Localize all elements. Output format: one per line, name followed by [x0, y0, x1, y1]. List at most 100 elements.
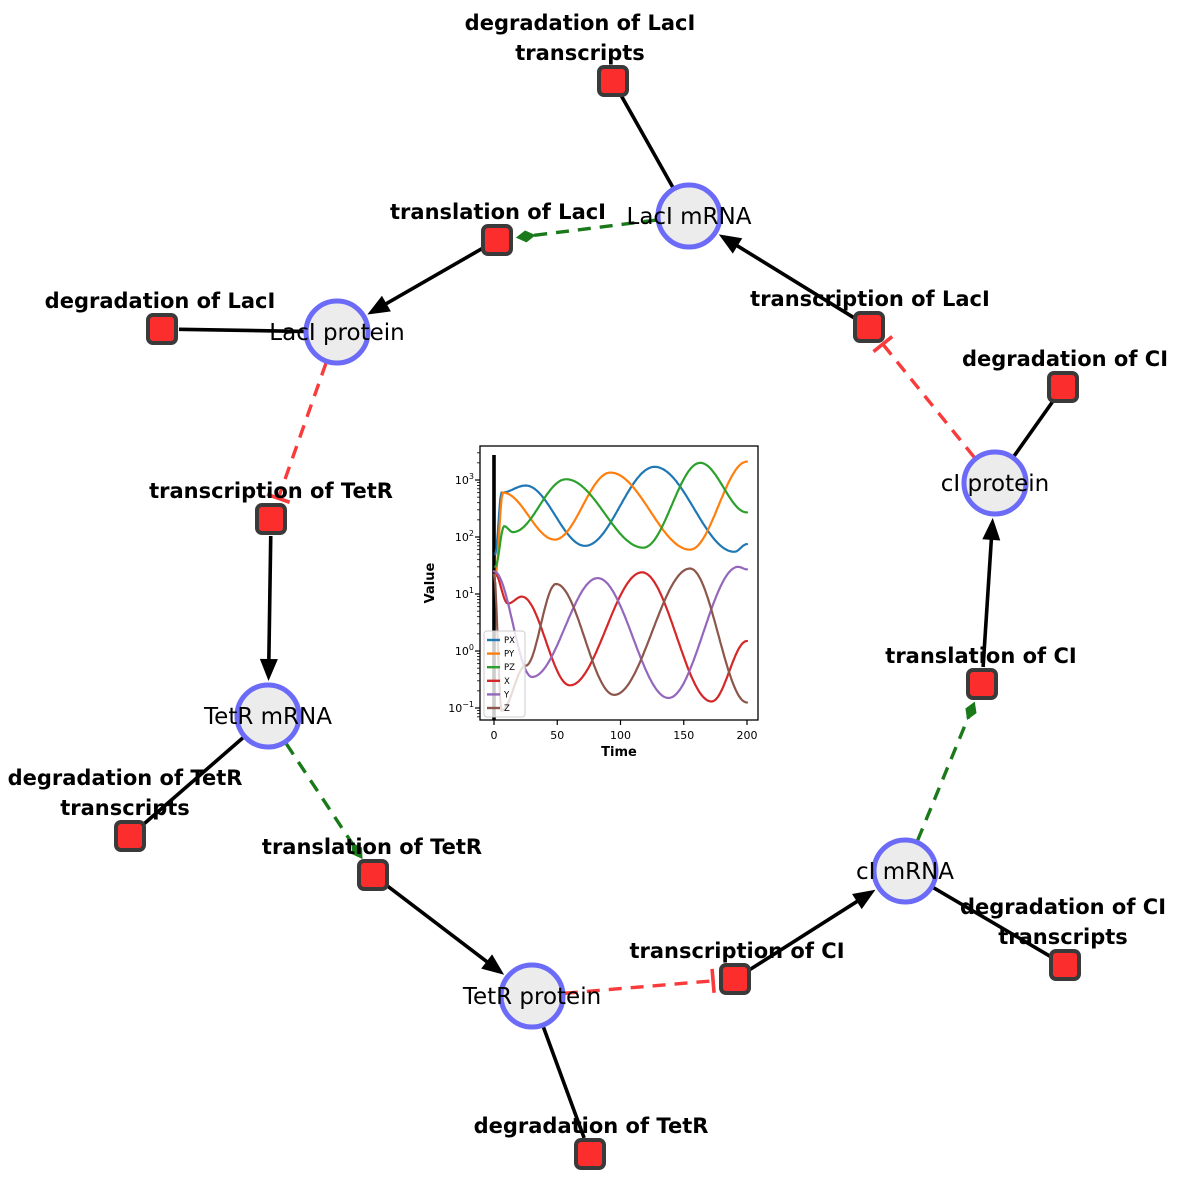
reaction-node-transl_laci[interactable]: [481, 224, 513, 256]
edge-transc_tetr-tetr_mrna: [266, 535, 273, 670]
reaction-node-transl_ci[interactable]: [966, 668, 998, 700]
edge-transl_laci-laci_protein: [376, 246, 484, 311]
y-axis-title: Value: [423, 562, 438, 603]
legend-label-PX: PX: [504, 636, 515, 646]
reaction-label-transl_laci-line0: translation of LacI: [390, 200, 606, 224]
edge-transc_laci-laci_mrna: [728, 239, 856, 320]
edge-laci_protein-deg_laci: [178, 327, 305, 334]
reaction-node-transc_laci[interactable]: [853, 311, 885, 343]
legend-label-X: X: [504, 677, 510, 687]
y-tick-label: 100: [455, 643, 474, 658]
edge-ci_mrna-deg_ci_tx: [932, 886, 1052, 958]
tbar-edge-laci_protein-transc_tetr: [266, 492, 291, 504]
legend-label-Z: Z: [504, 704, 510, 714]
edge-tetr_mrna-deg_tetr_tx: [141, 736, 245, 827]
tbar-edge-tetr_protein-transc_ci: [710, 968, 716, 993]
reaction-label-transl_tetr-line0: translation of TetR: [262, 835, 482, 859]
species-label-ci_mrna: cI mRNA: [856, 859, 954, 885]
x-axis-title: Time: [601, 745, 637, 760]
edge-ci_protein-transc_laci: [881, 343, 976, 459]
edge-transc_ci-ci_mrna: [748, 894, 867, 972]
reaction-label-deg_ci_tx-line0: degradation of CI: [960, 895, 1166, 919]
species-label-tetr_protein: TetR protein: [462, 984, 601, 1010]
edge-transl_ci-ci_protein: [981, 529, 994, 668]
y-tick-label: 102: [455, 529, 474, 544]
x-tick-label: 0: [491, 729, 498, 742]
reaction-label-transc_tetr-line0: transcription of TetR: [149, 479, 393, 503]
legend-label-PZ: PZ: [504, 663, 515, 673]
reaction-label-transl_ci-line0: translation of CI: [885, 644, 1076, 668]
labels-layer: degradation of LacI transcripts translatio…: [8, 11, 1168, 1138]
reaction-label-deg_laci-line0: degradation of LacI: [45, 289, 276, 313]
species-label-ci_protein: cI protein: [941, 471, 1050, 497]
arrowhead-edge-transl_ci-ci_protein: [982, 517, 1001, 541]
species-node-tetr_mrna[interactable]: [234, 682, 302, 750]
chart-series: [492, 460, 749, 712]
legend-label-PY: PY: [504, 650, 515, 660]
diamond-arrowhead-edge-ci_mrna-transl_ci: [965, 701, 977, 721]
species-node-laci_mrna[interactable]: [655, 182, 723, 250]
inset-chart: 103 102 101 100 10−1 0 50 100 150 200 Time Value PX P…: [423, 445, 759, 760]
edge-laci_mrna-deg_laci_tx: [619, 94, 675, 189]
reaction-label-transc_laci-line0: transcription of LacI: [750, 287, 990, 311]
arrowhead-edge-transl_tetr-tetr_protein: [481, 954, 505, 975]
reaction-node-deg_ci_tx[interactable]: [1049, 949, 1081, 981]
chart-line-PZ: [494, 461, 749, 568]
y-tick-label: 103: [455, 472, 474, 487]
edges-layer: [141, 94, 1055, 1139]
species-node-tetr_protein[interactable]: [498, 962, 566, 1030]
chart-line-Y: [492, 565, 749, 700]
species-node-laci_protein[interactable]: [303, 298, 371, 366]
arrowhead-edge-transc_laci-laci_mrna: [718, 234, 743, 254]
chart-axes-box: [479, 445, 759, 721]
chart-line-X: [492, 570, 749, 703]
edge-transl_tetr-tetr_protein: [385, 883, 496, 969]
legend-label-Y: Y: [503, 690, 510, 700]
edge-tetr_protein-transc_ci: [564, 979, 714, 995]
tbar-edge-ci_protein-transc_laci: [872, 335, 894, 354]
reaction-node-transc_tetr[interactable]: [255, 503, 287, 535]
arrowhead-edge-transl_laci-laci_protein: [367, 295, 391, 315]
species-label-laci_protein: LacI protein: [269, 320, 404, 346]
species-label-tetr_mrna: TetR mRNA: [203, 704, 332, 730]
reaction-node-deg_laci_tx[interactable]: [597, 65, 629, 97]
y-tick-label: 101: [455, 586, 474, 601]
reaction-label-deg_ci-line0: degradation of CI: [962, 347, 1168, 371]
species-node-ci_mrna[interactable]: [871, 837, 939, 905]
chart-line-PX: [494, 465, 749, 556]
diamond-arrowhead-edge-laci_mrna-transl_laci: [515, 230, 536, 243]
reaction-label-deg_ci_tx-line1: transcripts: [998, 925, 1128, 949]
reaction-label-deg_tetr_tx-line1: transcripts: [60, 796, 190, 820]
y-tick-label: 10−1: [448, 700, 474, 715]
reaction-node-deg_laci[interactable]: [146, 313, 178, 345]
reaction-node-transl_tetr[interactable]: [357, 859, 389, 891]
edge-tetr_protein-deg_tetr: [541, 1026, 586, 1139]
x-tick-label: 150: [673, 729, 694, 742]
x-tick-label: 100: [610, 729, 631, 742]
edge-ci_mrna-transl_ci: [915, 715, 971, 842]
reaction-label-transc_ci-line0: transcription of CI: [629, 939, 844, 963]
edge-tetr_mrna-transl_tetr: [284, 742, 356, 847]
arrowhead-edge-transc_ci-ci_mrna: [852, 889, 876, 910]
chart-line-Z: [492, 567, 749, 712]
nodes-layer: [114, 65, 1081, 1170]
diamond-arrowhead-edge-tetr_mrna-transl_tetr: [351, 842, 363, 860]
reaction-label-deg_laci_tx-line0: degradation of LacI: [465, 11, 696, 35]
reaction-label-deg_tetr-line0: degradation of TetR: [474, 1114, 709, 1138]
reaction-node-transc_ci[interactable]: [719, 963, 751, 995]
reaction-node-deg_tetr_tx[interactable]: [114, 820, 146, 852]
reaction-node-deg_ci[interactable]: [1047, 371, 1079, 403]
reaction-node-deg_tetr[interactable]: [574, 1138, 606, 1170]
species-node-ci_protein[interactable]: [961, 449, 1029, 517]
x-tick-label: 50: [550, 729, 564, 742]
species-label-laci_mrna: LacI mRNA: [627, 204, 752, 230]
reaction-label-deg_tetr_tx-line0: degradation of TetR: [8, 766, 243, 790]
chart-line-PY: [494, 460, 749, 578]
arrowhead-edge-transc_tetr-tetr_mrna: [259, 658, 278, 682]
x-tick-label: 200: [737, 729, 758, 742]
edge-laci_protein-transc_tetr: [276, 362, 328, 499]
reaction-label-deg_laci_tx-line1: transcripts: [515, 41, 645, 65]
edge-ci_protein-deg_ci: [1012, 399, 1055, 458]
